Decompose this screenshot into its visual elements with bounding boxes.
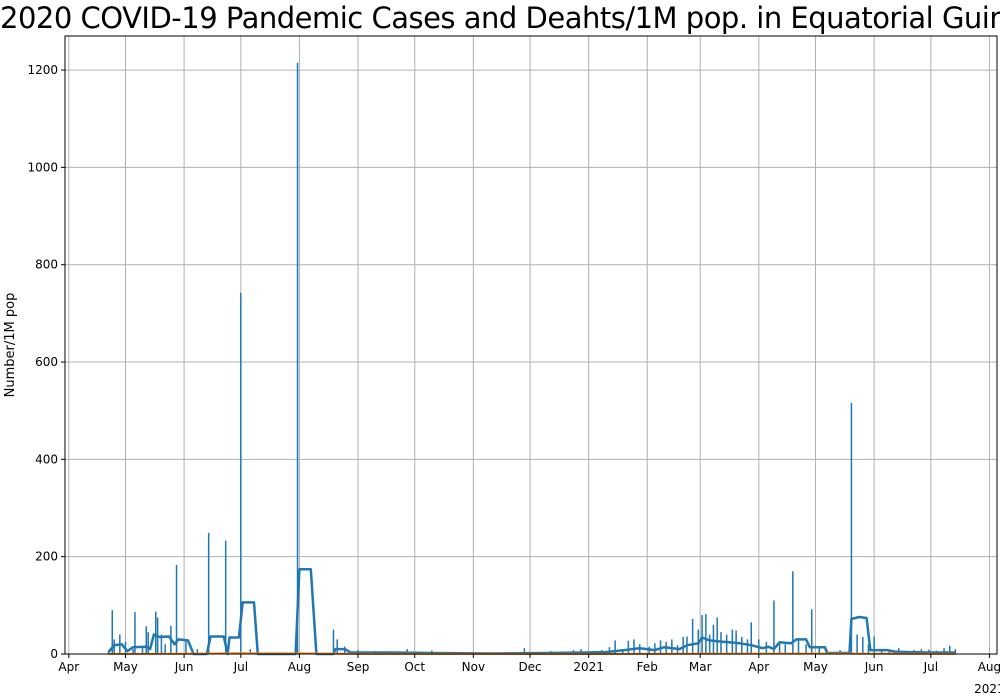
daily-cases-bar [773,600,775,654]
y-tick-label: 200 [35,550,58,564]
daily-cases-bar [107,651,110,654]
x-tick-label: Aug [288,660,311,674]
daily-cases-bar [111,610,114,654]
daily-cases-bar [792,571,794,654]
daily-cases-bar [862,636,864,654]
daily-cases-bar [810,609,813,654]
daily-cases-bar [746,639,749,654]
daily-cases-bar [725,634,728,654]
daily-cases-bar [873,636,875,654]
x-tick-label: Dec [518,660,541,674]
plot-area-frame [64,35,998,655]
x-tick-label: Nov [462,660,485,674]
y-tick-label: 0 [50,647,58,661]
x-tick-year-label: 2021 [974,682,1000,696]
y-tick-label: 1000 [27,160,58,174]
daily-cases-bar [701,615,703,654]
daily-cases-bar [240,292,242,654]
daily-cases-bar [633,639,635,654]
daily-cases-bar [141,648,144,654]
daily-cases-bar [720,632,722,654]
daily-cases-bar [784,644,787,654]
daily-cases-bar [943,648,945,654]
daily-cases-bar [132,649,134,654]
daily-cases-bar [224,540,227,654]
daily-cases-bar [249,649,252,654]
x-axis-ticks: Apr May Jun Jul Aug Sep Oct Nov Dec 2021 Feb Mar Apr… [58,654,1000,696]
daily-cases-bar [614,640,616,654]
daily-cases-bar [867,644,870,654]
daily-cases-bar [147,632,149,654]
y-tick-label: 600 [35,355,58,369]
daily-cases-bar [682,636,684,654]
x-tick-label: Aug [978,660,1000,674]
daily-cases-bar [523,648,526,654]
daily-cases-bar [888,650,890,654]
daily-cases-bar [164,644,166,654]
daily-cases-bar [805,644,807,654]
x-tick-label: Jul [233,660,248,674]
daily-cases-bar [712,624,715,654]
y-tick-label: 400 [35,452,58,466]
x-tick-label: Apr [748,660,769,674]
daily-cases-bar [145,626,148,654]
daily-cases-bar [708,634,711,654]
daily-cases-bar [705,614,707,654]
y-tick-label: 800 [35,258,58,272]
y-axis-ticks: 0 200 400 600 800 1000 1200 [27,63,65,661]
y-axis-label: Number/1M pop [3,293,18,398]
daily-cases-bar [818,646,821,654]
x-tick-label: Feb [637,660,658,674]
rolling-average-cases-line [107,568,956,656]
x-tick-label: Mar [689,660,712,674]
chart-title: 2020 COVID-19 Pandemic Cases and Deahts/… [0,1,1000,35]
x-tick-label: May [803,660,828,674]
daily-cases-bar [154,611,157,654]
x-tick-label: Jul [923,660,938,674]
daily-cases-bar [621,649,624,654]
x-tick-label: Sep [347,660,370,674]
rolling-average-lines [107,568,956,656]
daily-cases-bar [160,634,163,654]
daily-cases-bar [175,564,178,654]
daily-cases-bar [196,649,199,654]
daily-cases-bar [954,649,957,654]
daily-cases-bar [716,617,718,654]
daily-cases-bar [948,645,951,654]
grid-lines [65,36,997,655]
y-tick-label: 1200 [27,63,58,77]
daily-cases-bar [654,643,656,654]
daily-cases-bar [296,62,299,654]
daily-cases-bar [880,649,883,654]
daily-cases-bar [185,639,187,654]
daily-cases-bar [741,636,743,654]
daily-cases-bars [107,62,957,654]
daily-cases-bar [778,641,781,654]
x-tick-label: 2021 [573,660,604,674]
daily-cases-bar [797,639,800,654]
daily-cases-bar [671,639,673,654]
daily-cases-bar [627,640,630,654]
x-tick-label: Oct [404,660,425,674]
daily-cases-bar [336,639,338,654]
x-tick-label: May [113,660,138,674]
daily-cases-bar [750,622,752,654]
x-tick-label: Apr [58,660,79,674]
daily-cases-bar [691,618,694,654]
daily-cases-bar [134,612,136,654]
x-tick-label: Jun [174,660,194,674]
x-tick-label: Jun [864,660,884,674]
daily-cases-bar [850,402,853,654]
daily-cases-bar [332,629,335,654]
daily-cases-bar [856,634,858,654]
daily-cases-bar [207,532,210,654]
